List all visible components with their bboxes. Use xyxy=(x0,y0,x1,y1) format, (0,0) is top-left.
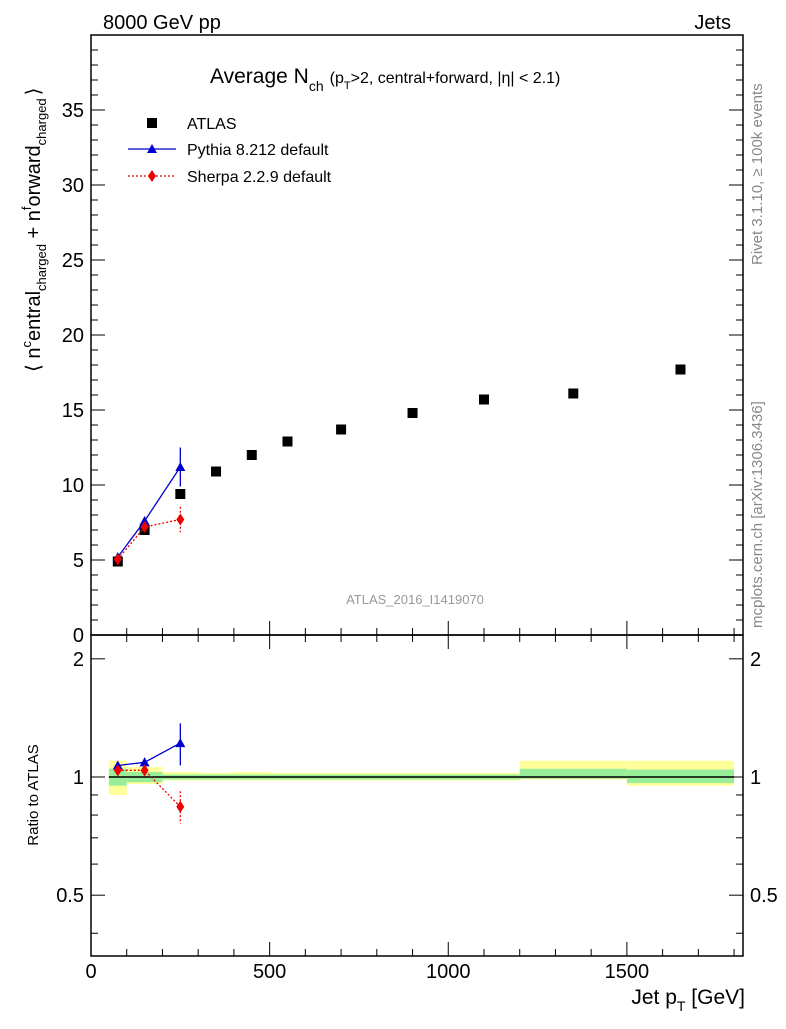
legend-label-pythia: Pythia 8.212 default xyxy=(187,142,329,159)
ratio-y-tick-label-right: 1 xyxy=(750,767,761,789)
main-y-label: ⟨ ncentralcharged + nforwardcharged⟩ xyxy=(19,88,49,372)
y-tick-label: 35 xyxy=(62,100,84,122)
x-tick-label: 1500 xyxy=(605,961,650,983)
legend-entry-pythia: Pythia 8.212 default xyxy=(128,142,329,159)
main-point-pythia xyxy=(175,462,186,471)
ratio-point-sherpa xyxy=(140,764,149,777)
ylabel-sup1: c xyxy=(19,341,34,348)
main-point-atlas xyxy=(246,450,257,460)
ylabel-open: ⟨ n xyxy=(23,348,45,372)
main-point-pythia xyxy=(139,516,150,525)
legend-entry-atlas: ATLAS xyxy=(147,116,237,133)
main-point-atlas xyxy=(336,424,347,435)
main-line-pythia xyxy=(117,466,181,558)
ylabel-word2: orward xyxy=(23,145,45,206)
y-tick-label: 30 xyxy=(62,175,84,197)
title-cond-open: (p xyxy=(330,70,344,87)
y-tick-label: 10 xyxy=(62,475,84,497)
main-point-sherpa xyxy=(113,553,122,566)
rivet-version-label: Rivet 3.1.10, ≥ 100k events xyxy=(749,83,766,265)
title-main: Average N xyxy=(210,65,309,88)
header-left-title: 8000 GeV pp xyxy=(103,12,221,34)
ratio-y-tick-label: 1 xyxy=(73,767,84,789)
main-point-atlas xyxy=(478,394,489,405)
ratio-y-tick-label: 2 xyxy=(73,649,84,671)
ratio-y-tick-label-right: 0.5 xyxy=(750,885,778,907)
ratio-panel: 0.5 0.5 1 1 2 2 0 500 1000 1500 Ratio to ATLAS J… xyxy=(25,621,778,1014)
x-tick-label: 1000 xyxy=(426,961,471,983)
ratio-line-sherpa xyxy=(117,769,181,808)
xlabel-main: Jet p xyxy=(631,986,677,1009)
title-cond-rest: >2, central+forward, |η| < 2.1) xyxy=(351,70,561,87)
main-y-ticks: 0 5 10 15 20 25 30 35 xyxy=(62,49,743,647)
ratio-y-tick-label-right: 2 xyxy=(750,649,761,671)
ratio-line-pythia xyxy=(117,742,181,767)
legend-label-sherpa: Sherpa 2.2.9 default xyxy=(187,169,332,186)
main-point-atlas xyxy=(211,466,222,477)
legend-marker-atlas xyxy=(147,118,157,128)
legend-entry-sherpa: Sherpa 2.2.9 default xyxy=(128,169,332,186)
main-point-sherpa xyxy=(140,521,149,533)
ratio-band-inner xyxy=(519,768,627,779)
main-point-atlas xyxy=(175,489,186,499)
y-tick-label: 25 xyxy=(62,250,84,272)
y-tick-label: 0 xyxy=(73,625,84,647)
main-point-atlas xyxy=(407,408,418,418)
xlabel-sub: T xyxy=(677,998,686,1014)
main-point-atlas xyxy=(282,436,293,447)
xlabel-unit: [GeV] xyxy=(685,986,745,1009)
legend-label-atlas: ATLAS xyxy=(187,116,237,133)
title-main-subscript: ch xyxy=(309,78,324,94)
mcplots-label: mcplots.cern.ch [arXiv:1306.3436] xyxy=(749,401,766,628)
legend: ATLAS Pythia 8.212 default Sherpa 2.2.9 … xyxy=(128,116,332,186)
x-tick-label: 500 xyxy=(253,961,286,983)
ratio-point-sherpa xyxy=(176,800,185,813)
x-axis-ticks: 0 500 1000 1500 xyxy=(85,621,735,983)
legend-marker-pythia xyxy=(147,144,157,153)
ratio-y-label: Ratio to ATLAS xyxy=(25,744,42,845)
main-point-atlas xyxy=(675,364,686,375)
main-title: Average Nch (pT>2, central+forward, |η| <… xyxy=(210,65,560,94)
ylabel-sup2: f xyxy=(19,206,34,210)
y-tick-label: 20 xyxy=(62,325,84,347)
main-panel: 0 5 10 15 20 25 30 35 Average Nch (pT>2, central… xyxy=(19,34,744,647)
ratio-point-pythia xyxy=(175,738,186,748)
ylabel-word1: entral xyxy=(23,291,45,341)
ylabel-close: ⟩ xyxy=(23,88,45,96)
main-point-atlas xyxy=(568,388,579,399)
ratio-uncertainty-bands xyxy=(108,760,735,795)
header-right-title: Jets xyxy=(694,12,731,34)
ratio-point-pythia xyxy=(139,757,150,767)
x-tick-label: 0 xyxy=(85,961,96,983)
ratio-y-ticks: 0.5 0.5 1 1 2 2 xyxy=(56,649,778,934)
ylabel-plus: + n xyxy=(23,210,45,244)
ratio-point-sherpa xyxy=(113,764,122,777)
x-axis-label: Jet pT [GeV] xyxy=(631,986,745,1014)
y-tick-label: 5 xyxy=(73,550,84,572)
ratio-panel-frame xyxy=(90,634,744,957)
y-tick-label: 15 xyxy=(62,400,84,422)
legend-marker-sherpa xyxy=(148,170,156,182)
ratio-y-tick-label: 0.5 xyxy=(56,885,84,907)
main-point-sherpa xyxy=(176,513,185,526)
ylabel-sub1: charged xyxy=(34,244,49,291)
analysis-watermark: ATLAS_2016_I1419070 xyxy=(346,592,484,607)
ylabel-sub2: charged xyxy=(34,98,49,145)
title-cond-subscript: T xyxy=(344,80,351,92)
